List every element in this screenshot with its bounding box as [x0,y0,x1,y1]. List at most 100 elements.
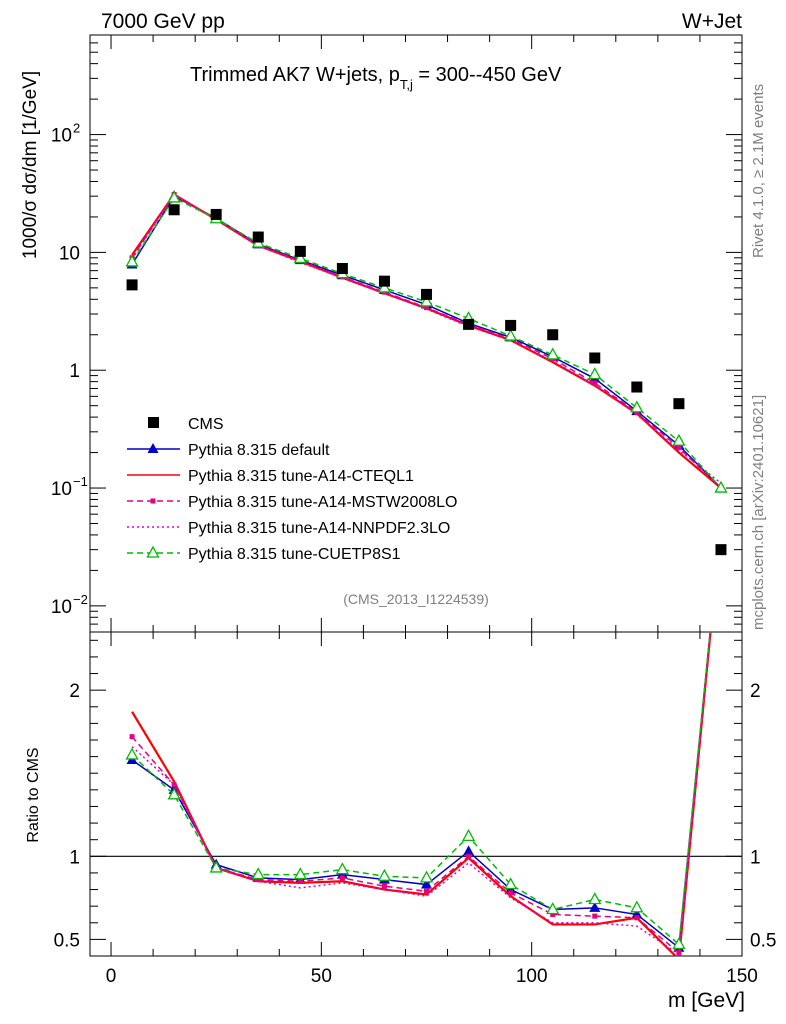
cms-data-point [463,318,475,330]
series-point-ratio [381,883,387,889]
series-point-ratio [631,908,643,919]
series-point-main [588,367,602,380]
series-point-main [546,347,560,360]
series-point-ratio [293,867,307,880]
x-axis-label: m [GeV] [668,989,745,1012]
ratio-y-axis-label: Ratio to CMS [25,747,42,842]
cms-data-point [547,329,559,341]
series-point-ratio [588,892,602,905]
ratio-tick-label-right: 0.5 [750,930,776,951]
series-point-ratio [297,878,303,884]
chart-title: Trimmed AK7 W+jets, pT,j = 300--450 GeV [190,64,562,92]
series-point-ratio [251,867,265,880]
series-point-ratio [672,937,686,950]
legend-marker [147,443,159,453]
series-point-ratio [209,860,223,873]
y-tick-label: 1 [69,361,80,382]
y-axis-label: 1000/σ dσ/dm [1/GeV] [20,71,41,259]
series-point-ratio [550,911,556,917]
header-left: 7000 GeV pp [101,10,225,33]
ratio-tick-label-left: 0.5 [54,930,80,951]
x-tick-label: 0 [106,966,117,987]
header-right: W+Jet [682,10,742,33]
cms-data-point [715,544,727,556]
series-point-ratio [546,902,560,915]
series-point-main [419,294,434,307]
cms-data-point [421,288,433,300]
cms-data-point [294,245,306,257]
series-point-ratio [377,868,392,881]
cms-data-point [631,381,643,393]
y-tick-label: 10 [51,479,72,500]
series-point-ratio [508,890,514,896]
series-point-ratio [424,888,430,894]
x-tick-label: 50 [311,966,332,987]
series-point-ratio [335,862,349,875]
series-point-ratio [589,901,601,912]
series-point-ratio [630,900,644,913]
cms-data-point [589,352,601,364]
y-tick-label: 10 [51,126,72,147]
series-line-main [131,193,722,484]
mcplots-label: mcplots.cern.ch [arXiv:2401.10621] [750,395,767,630]
ratio-tick-label-left: 2 [69,681,80,702]
series-point-main [630,400,644,413]
ratio-tick-label-right: 1 [750,847,761,868]
series-point-ratio [421,878,433,889]
x-tick-label: 100 [516,966,548,987]
y-tick-exponent: 2 [73,121,80,136]
cms-data-point [378,275,390,287]
series-point-ratio [463,845,475,856]
legend-label: Pythia 8.315 tune-CUETP8S1 [188,546,401,563]
series-point-main [592,380,598,386]
legend-marker [150,498,156,504]
legend-label: Pythia 8.315 tune-A14-CTEQL1 [188,468,414,485]
series-point-main [672,433,686,446]
series-point-main [676,445,682,451]
legend-label: Pythia 8.315 tune-A14-MSTW2008LO [188,494,457,511]
series-point-ratio [504,877,518,890]
cms-data-point [336,262,348,274]
series-point-ratio [125,747,139,760]
series-point-ratio [592,913,598,919]
series-point-ratio [634,915,640,921]
ratio-tick-label-right: 2 [750,681,761,702]
series-point-main [125,254,139,267]
legend-marker-cms [148,417,159,428]
ratio-tick-label-left: 1 [69,847,80,868]
series-point-ratio [339,875,345,881]
series-point-main [167,190,181,203]
series-point-ratio [466,853,472,859]
y-tick-exponent: −1 [73,474,88,489]
series-line-ratio [131,632,712,956]
series-point-main [714,480,728,493]
series-point-main [504,328,518,341]
series-point-main [377,280,392,293]
y-tick-exponent: −2 [73,592,88,607]
ratio-plot-frame [89,631,743,957]
rivet-label: Rivet 4.1.0, ≥ 2.1M events [750,84,767,258]
cms-data-point [210,208,222,220]
cms-data-point [673,398,685,410]
analysis-watermark: (CMS_2013_I1224539) [343,591,489,607]
x-tick-label: 150 [726,966,758,987]
series-point-ratio [167,787,181,800]
series-point-ratio [255,877,261,883]
cms-data-point [252,231,264,243]
series-point-main [424,305,430,311]
legend-label: CMS [188,416,224,433]
y-tick-label: 10 [59,243,80,264]
series-point-ratio [676,950,682,956]
series-point-ratio [461,829,476,842]
legend-marker [146,545,160,558]
series-point-ratio [129,734,135,740]
cms-data-point [168,204,180,216]
cms-data-point [126,279,138,291]
y-tick-label: 10 [51,597,72,618]
main-plot-frame [89,34,743,633]
series-point-ratio [419,870,434,883]
series-line-ratio [131,632,712,956]
cms-data-point [505,319,517,331]
legend-label: Pythia 8.315 default [188,442,330,459]
